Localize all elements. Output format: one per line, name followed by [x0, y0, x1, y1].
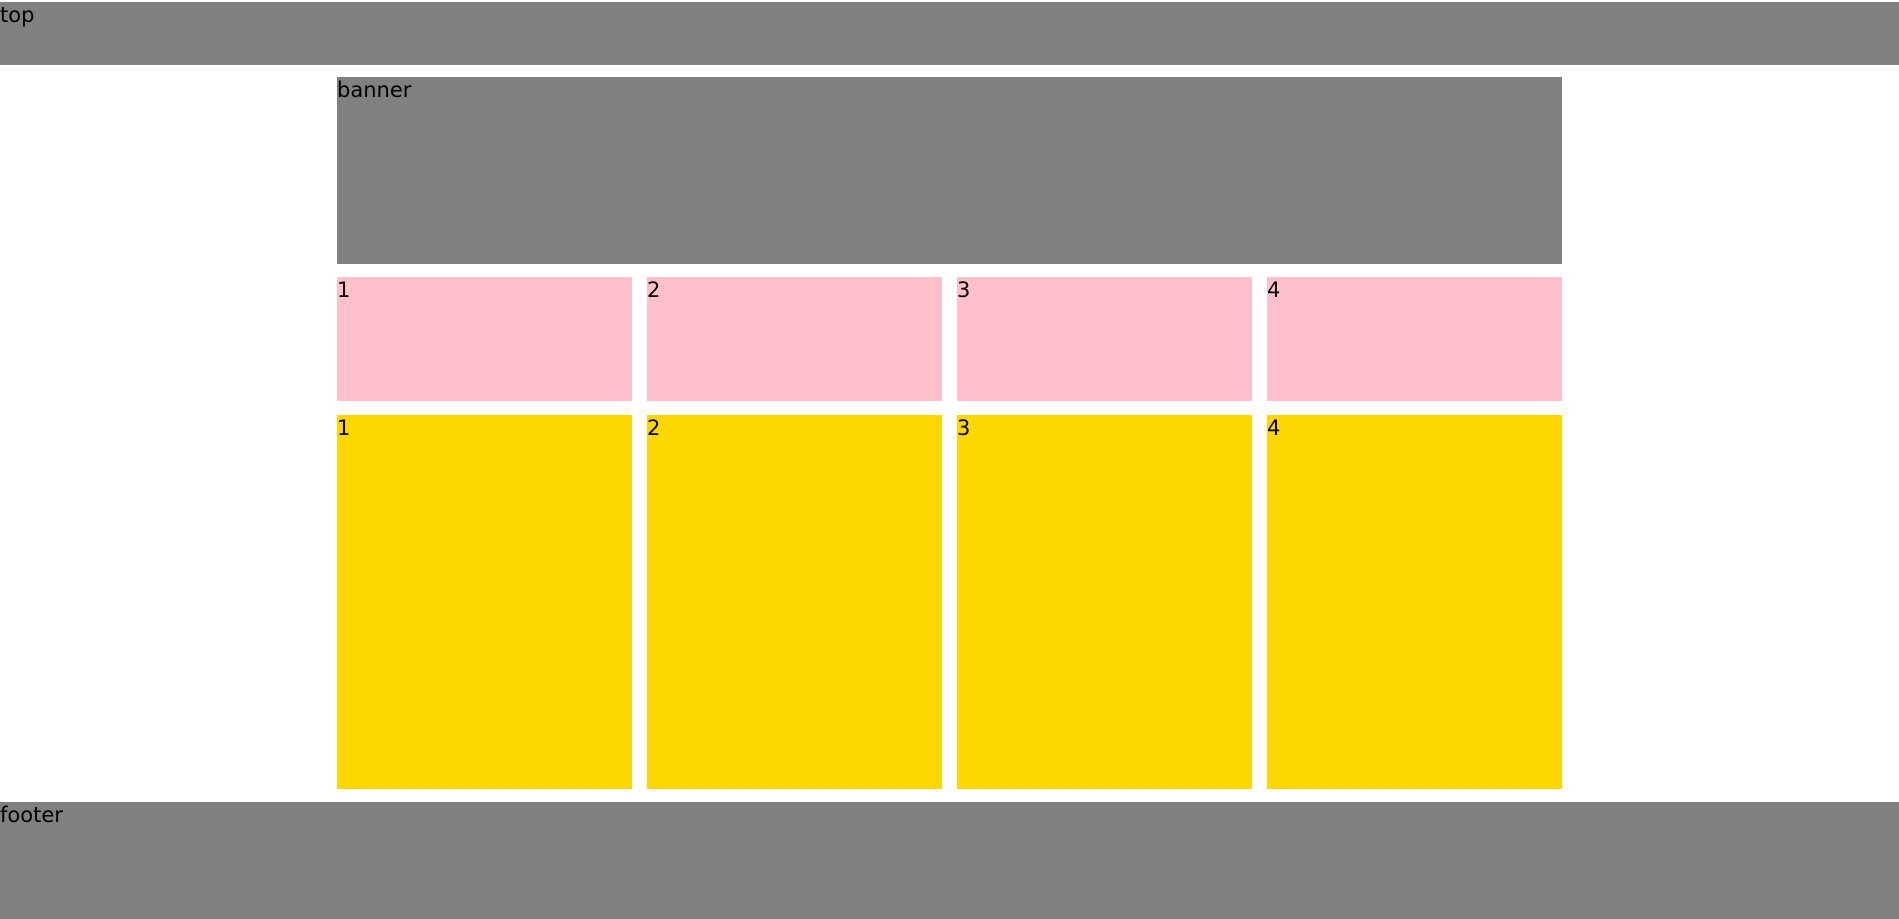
banner-label: banner — [337, 78, 412, 102]
gold-box-label: 2 — [647, 416, 661, 440]
banner: banner — [337, 77, 1562, 264]
gold-box-1: 1 — [337, 415, 632, 789]
pink-box-label: 4 — [1267, 278, 1281, 302]
top-bar: top — [0, 2, 1899, 65]
footer-label: footer — [0, 803, 63, 827]
gold-box-2: 2 — [647, 415, 942, 789]
gold-row: 1 2 3 4 — [337, 415, 1562, 789]
pink-box-3: 3 — [957, 277, 1252, 401]
gold-box-4: 4 — [1267, 415, 1562, 789]
gold-box-3: 3 — [957, 415, 1252, 789]
pink-box-label: 1 — [337, 278, 351, 302]
pink-box-2: 2 — [647, 277, 942, 401]
gold-box-label: 3 — [957, 416, 971, 440]
footer: footer — [0, 802, 1899, 919]
pink-box-label: 3 — [957, 278, 971, 302]
pink-box-4: 4 — [1267, 277, 1562, 401]
gold-box-label: 1 — [337, 416, 351, 440]
pink-box-1: 1 — [337, 277, 632, 401]
gold-box-label: 4 — [1267, 416, 1281, 440]
pink-row: 1 2 3 4 — [337, 277, 1562, 401]
top-bar-label: top — [0, 3, 35, 27]
pink-box-label: 2 — [647, 278, 661, 302]
